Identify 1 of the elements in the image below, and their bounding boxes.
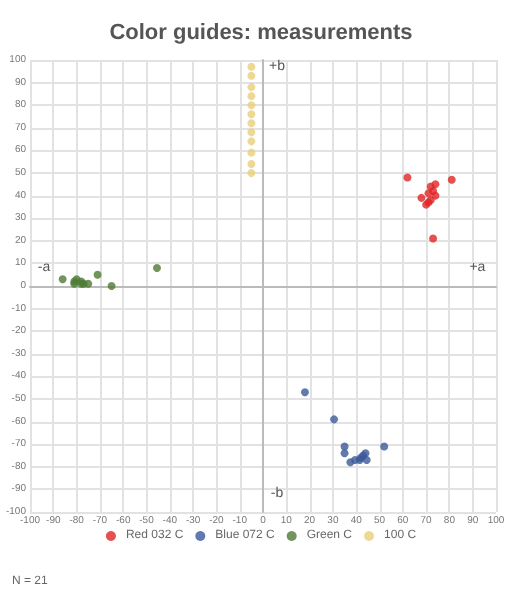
- chart-title: Color guides: measurements: [109, 21, 413, 45]
